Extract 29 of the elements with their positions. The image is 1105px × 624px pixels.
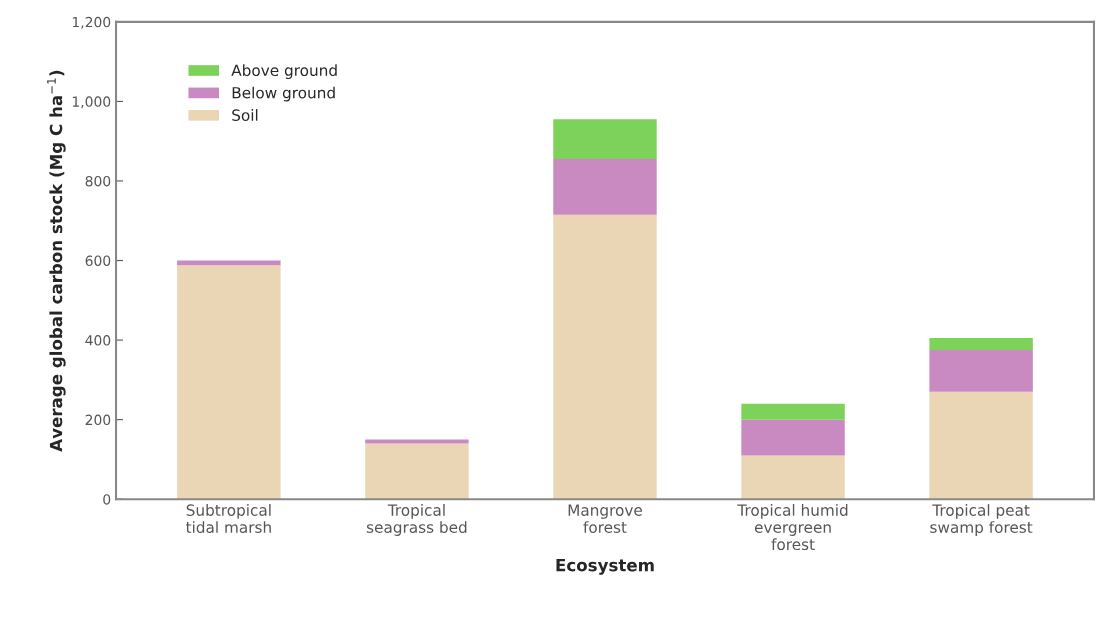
bar (177, 265, 281, 500)
x-tick-label: Tropical humid evergreen forest (737, 504, 848, 551)
bar (929, 338, 1033, 351)
x-tick-label: Mangrove forest (568, 504, 642, 533)
legend-label: Below ground (232, 86, 335, 102)
bar (741, 419, 845, 456)
bar (929, 350, 1033, 392)
bar (553, 119, 657, 160)
y-tick-label: 1,000 (72, 96, 111, 109)
y-axis-title: Average global carbon stock (Mg C ha$^{−1}$) (47, 70, 66, 452)
bar (365, 439, 469, 444)
bar (553, 214, 657, 500)
bar (929, 391, 1033, 500)
y-tick-label: 400 (85, 335, 111, 346)
x-axis-title: Ecosystem (556, 559, 654, 575)
legend-label: Above ground (231, 64, 337, 80)
legend-label: Soil (232, 109, 258, 121)
y-tick-label: 0 (103, 494, 111, 505)
x-tick-label: Tropical peat swamp forest (930, 504, 1033, 536)
bar (553, 159, 657, 215)
x-tick-label: Tropical seagrass bed (366, 504, 467, 536)
bar (365, 443, 469, 500)
y-tick-label: 800 (85, 175, 111, 187)
x-tick-label: Subtropical tidal marsh (185, 504, 271, 533)
y-tick-label: 600 (85, 255, 111, 266)
y-tick-label: 200 (85, 414, 111, 426)
y-tick-label: 1,200 (72, 16, 111, 29)
bar (741, 455, 845, 500)
bar (741, 403, 845, 420)
